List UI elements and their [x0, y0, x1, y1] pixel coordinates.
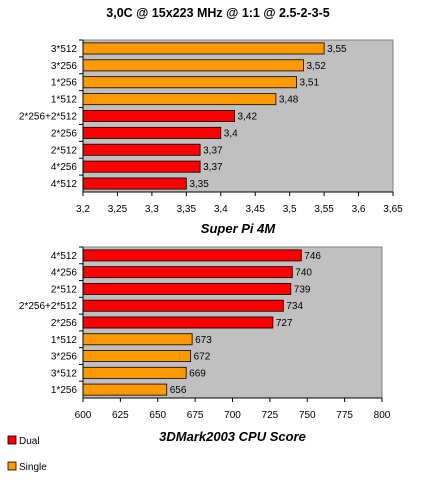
category-label: 3*256: [51, 61, 78, 72]
x-tick-label: 775: [336, 410, 353, 421]
data-label: 656: [170, 385, 187, 396]
bar: [82, 110, 235, 122]
bar: [82, 283, 292, 295]
category-label: 1*512: [51, 335, 78, 346]
bar: [82, 42, 325, 55]
legend: Dual Single: [7, 435, 47, 473]
category-label: 4*256: [51, 268, 78, 279]
data-label: 673: [195, 335, 212, 346]
x-tick-label: 750: [299, 410, 316, 421]
data-label: 3,42: [238, 112, 258, 123]
category-label: 1*256: [51, 385, 78, 396]
x-axis-title: 3DMark2003 CPU Score: [159, 429, 306, 444]
legend-label-dual: Dual: [19, 436, 40, 447]
bar: [82, 350, 192, 362]
x-tick-label: 675: [187, 410, 204, 421]
x-tick-label: 600: [75, 410, 92, 421]
x-tick-label: 725: [262, 410, 279, 421]
x-tick-label: 3,25: [108, 204, 128, 215]
category-label: 2*256: [51, 318, 78, 329]
legend-swatch-dual: [7, 435, 17, 445]
bar: [82, 76, 297, 89]
category-label: 4*512: [51, 251, 78, 262]
category-label: 3*512: [51, 368, 78, 379]
data-label: 739: [294, 284, 311, 295]
data-label: 672: [194, 352, 211, 363]
data-label: 734: [286, 301, 303, 312]
bar: [82, 316, 274, 329]
data-label: 3,37: [203, 162, 223, 173]
bar: [82, 366, 187, 379]
bar: [82, 177, 187, 190]
category-label: 4*512: [51, 179, 78, 190]
x-tick-label: 800: [374, 410, 391, 421]
data-label: 669: [189, 368, 206, 379]
category-label: 4*256: [51, 162, 78, 173]
data-label: 3,52: [306, 61, 326, 72]
x-tick-label: 3,65: [383, 204, 403, 215]
bar: [82, 160, 201, 173]
category-label: 2*512: [51, 145, 78, 156]
category-label: 2*256+2*512: [19, 112, 78, 123]
data-label: 746: [304, 251, 321, 262]
category-label: 3*256: [51, 352, 78, 363]
category-label: 3*512: [51, 44, 78, 55]
data-label: 740: [295, 268, 312, 279]
superpi-chart: 3*512 3,55 3*256 3,52 1*256 3,51 1*512 3,48 2*25…: [19, 39, 403, 236]
category-label: 2*512: [51, 284, 78, 295]
bar: [82, 143, 201, 156]
bar: [82, 333, 193, 346]
x-tick-label: 3,3: [145, 204, 159, 215]
x-tick-label: 700: [224, 410, 241, 421]
data-label: 3,55: [327, 44, 347, 55]
bar: [82, 126, 222, 139]
x-tick-label: 3,4: [214, 204, 228, 215]
category-label: 2*256: [51, 128, 78, 139]
bar: [82, 249, 302, 262]
data-label: 3,48: [279, 95, 299, 106]
x-axis-title: Super Pi 4M: [201, 221, 277, 236]
x-tick-label: 3,55: [314, 204, 334, 215]
data-label: 3,37: [203, 145, 223, 156]
bar: [82, 59, 304, 72]
data-label: 3,51: [300, 78, 320, 89]
x-tick-label: 3,35: [177, 204, 197, 215]
x-tick-label: 3,6: [352, 204, 366, 215]
bar: [82, 383, 168, 396]
data-label: 3,4: [224, 128, 238, 139]
bar: [82, 299, 284, 312]
legend-label-single: Single: [19, 462, 47, 473]
x-tick-label: 625: [112, 410, 129, 421]
x-tick-label: 3,5: [283, 204, 297, 215]
category-label: 1*512: [51, 95, 78, 106]
bar: [82, 266, 293, 279]
x-tick-label: 3,45: [245, 204, 265, 215]
3dmark-chart: 4*512 746 4*256 740 2*512 739 2*256+2*512 734 2*…: [19, 246, 391, 444]
data-label: 727: [276, 318, 293, 329]
category-label: 1*256: [51, 78, 78, 89]
x-tick-label: 650: [149, 410, 166, 421]
category-label: 2*256+2*512: [19, 301, 78, 312]
legend-swatch-single: [7, 461, 17, 471]
data-label: 3,35: [189, 179, 209, 190]
bar: [82, 93, 277, 106]
x-tick-label: 3,2: [76, 204, 90, 215]
chart-title: 3,0C @ 15x223 MHz @ 1:1 @ 2.5-2-3-5: [106, 6, 330, 20]
